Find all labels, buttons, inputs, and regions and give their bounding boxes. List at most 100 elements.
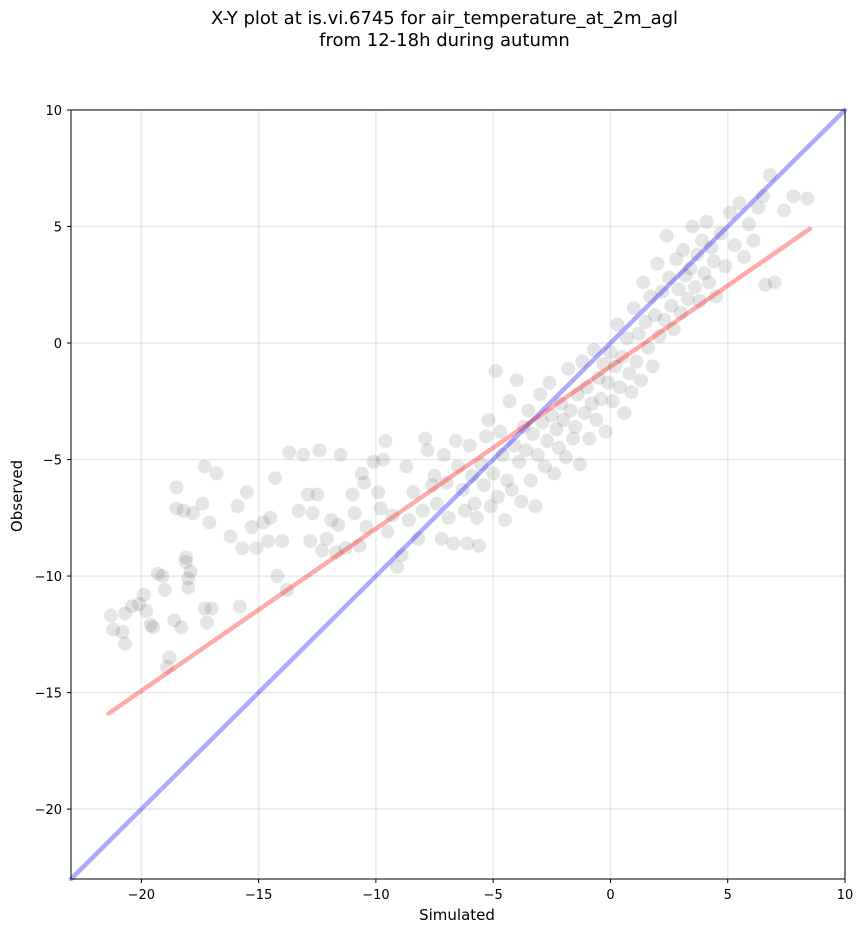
data-point xyxy=(429,496,444,511)
data-point xyxy=(204,601,219,616)
data-point xyxy=(436,447,451,462)
data-point xyxy=(420,443,435,458)
data-point xyxy=(312,443,327,458)
data-point xyxy=(631,326,646,341)
data-point xyxy=(197,601,212,616)
data-point xyxy=(746,233,761,248)
x-tick-label: 5 xyxy=(724,888,732,903)
data-point xyxy=(390,559,405,574)
data-point xyxy=(629,354,644,369)
data-point xyxy=(230,499,245,514)
data-point xyxy=(601,375,616,390)
data-point xyxy=(354,466,369,481)
data-point xyxy=(701,275,716,290)
data-point xyxy=(329,545,344,560)
data-point xyxy=(556,412,571,427)
data-point xyxy=(622,366,637,381)
data-point xyxy=(169,501,184,516)
data-point xyxy=(124,599,139,614)
line-1-1 xyxy=(68,107,848,882)
chart-title-line2: from 12-18h during autumn xyxy=(319,30,570,51)
data-point xyxy=(483,499,498,514)
data-point xyxy=(530,447,545,462)
data-point xyxy=(178,550,193,565)
chart-title-line1: X-Y plot at is.vi.6745 for air_temperatu… xyxy=(210,8,679,29)
data-point xyxy=(239,485,254,500)
data-point xyxy=(690,247,705,262)
data-point xyxy=(415,503,430,518)
data-point xyxy=(223,529,238,544)
data-point xyxy=(178,555,193,570)
data-point xyxy=(209,466,224,481)
axes-border xyxy=(70,109,846,880)
data-point xyxy=(441,510,456,525)
data-point xyxy=(504,482,519,497)
data-point xyxy=(535,415,550,430)
data-point xyxy=(570,387,585,402)
data-point xyxy=(762,168,777,183)
data-point xyxy=(488,363,503,378)
data-point xyxy=(786,189,801,204)
data-point xyxy=(150,566,165,581)
data-point xyxy=(680,291,695,306)
data-point xyxy=(183,564,198,579)
data-point xyxy=(751,200,766,215)
data-point xyxy=(434,531,449,546)
data-point xyxy=(181,580,196,595)
data-point xyxy=(157,583,172,598)
data-point xyxy=(139,604,154,619)
data-point xyxy=(694,233,709,248)
data-point xyxy=(185,506,200,521)
data-point xyxy=(542,375,557,390)
data-point xyxy=(176,503,191,518)
data-points xyxy=(103,168,815,674)
data-point xyxy=(659,228,674,243)
data-point xyxy=(511,454,526,469)
data-point xyxy=(275,534,290,549)
data-point xyxy=(502,394,517,409)
data-point xyxy=(460,536,475,551)
data-point xyxy=(305,506,320,521)
data-point xyxy=(249,541,264,556)
data-point xyxy=(687,280,702,295)
data-point xyxy=(727,238,742,253)
data-point xyxy=(373,501,388,516)
y-axis-ticks: −20 −15 −10 −5 0 5 10 xyxy=(35,104,71,818)
data-point xyxy=(706,254,721,269)
data-point xyxy=(544,408,559,423)
data-point xyxy=(640,340,655,355)
data-point xyxy=(200,615,215,630)
data-point xyxy=(333,447,348,462)
data-point xyxy=(399,459,414,474)
data-point xyxy=(167,613,182,628)
data-point xyxy=(406,485,421,500)
data-point xyxy=(558,450,573,465)
data-point xyxy=(572,457,587,472)
data-point xyxy=(366,454,381,469)
data-point xyxy=(610,317,625,332)
data-point xyxy=(662,270,677,285)
line-fit xyxy=(106,226,813,716)
data-point xyxy=(683,261,698,276)
data-point xyxy=(582,431,597,446)
data-point xyxy=(476,478,491,493)
x-axis-label: Simulated xyxy=(419,906,495,924)
data-point xyxy=(465,468,480,483)
data-point xyxy=(563,403,578,418)
axes-frame xyxy=(70,109,846,880)
data-point xyxy=(547,466,562,481)
data-point xyxy=(479,429,494,444)
data-point xyxy=(235,541,250,556)
data-point xyxy=(664,298,679,313)
data-point xyxy=(723,205,738,220)
x-tick-label: 0 xyxy=(606,888,614,903)
data-point xyxy=(598,424,613,439)
data-point xyxy=(357,475,372,490)
data-point xyxy=(626,301,641,316)
data-point xyxy=(652,329,667,344)
y-tick-label: 0 xyxy=(54,337,62,352)
data-point xyxy=(261,534,276,549)
data-point xyxy=(486,466,501,481)
data-point xyxy=(270,569,285,584)
